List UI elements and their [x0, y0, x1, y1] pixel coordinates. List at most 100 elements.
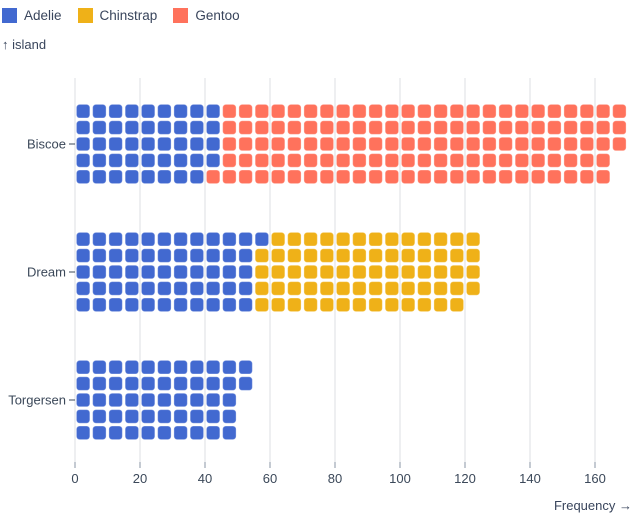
waffle-cell-torgersen-adelie	[140, 392, 156, 408]
waffle-cell-torgersen-adelie	[124, 376, 140, 391]
waffle-cell-dream-chinstrap	[465, 248, 481, 263]
waffle-cell-dream-adelie	[238, 297, 253, 313]
waffle-cell-biscoe-adelie	[92, 169, 107, 185]
waffle-cell-biscoe-adelie	[205, 120, 221, 135]
waffle-cell-dream-adelie	[173, 264, 188, 280]
waffle-cell-biscoe-gentoo	[449, 120, 465, 135]
waffle-cell-biscoe-adelie	[173, 103, 188, 119]
legend-item-adelie: Adelie	[2, 8, 62, 23]
waffle-cell-biscoe-gentoo	[254, 120, 270, 135]
waffle-cell-dream-adelie	[75, 297, 91, 313]
waffle-cell-torgersen-adelie	[173, 425, 188, 441]
waffle-cell-dream-chinstrap	[319, 281, 335, 296]
x-tick-label-120: 120	[454, 471, 476, 486]
waffle-cell-biscoe-gentoo	[254, 136, 270, 152]
legend-swatch-adelie	[2, 8, 17, 23]
waffle-cell-dream-chinstrap	[449, 264, 465, 280]
waffle-cell-biscoe-gentoo	[465, 103, 481, 119]
waffle-cell-dream-adelie	[238, 248, 253, 263]
waffle-cell-dream-chinstrap	[352, 281, 367, 296]
waffle-cell-dream-chinstrap	[384, 248, 400, 263]
waffle-cell-biscoe-adelie	[92, 103, 107, 119]
waffle-cell-dream-chinstrap	[433, 248, 448, 263]
waffle-cell-dream-adelie	[205, 264, 221, 280]
waffle-cell-dream-adelie	[75, 231, 91, 247]
legend-label-adelie: Adelie	[24, 8, 62, 23]
waffle-cell-dream-adelie	[205, 297, 221, 313]
waffle-cell-dream-chinstrap	[400, 281, 416, 296]
waffle-cell-torgersen-adelie	[75, 359, 91, 375]
waffle-cell-dream-adelie	[124, 264, 140, 280]
waffle-cell-biscoe-gentoo	[303, 103, 318, 119]
waffle-cell-dream-chinstrap	[254, 297, 270, 313]
waffle-cell-biscoe-gentoo	[433, 153, 448, 168]
waffle-cell-biscoe-adelie	[124, 136, 140, 152]
waffle-cell-dream-chinstrap	[270, 264, 286, 280]
waffle-cell-biscoe-gentoo	[238, 153, 253, 168]
waffle-cell-biscoe-gentoo	[303, 153, 318, 168]
waffle-cell-torgersen-adelie	[238, 359, 253, 375]
waffle-cell-dream-chinstrap	[254, 264, 270, 280]
waffle-cell-torgersen-adelie	[140, 425, 156, 441]
waffle-cell-biscoe-gentoo	[270, 103, 286, 119]
waffle-cell-biscoe-adelie	[173, 153, 188, 168]
waffle-cell-biscoe-adelie	[140, 103, 156, 119]
waffle-cell-torgersen-adelie	[108, 376, 123, 391]
waffle-cell-biscoe-gentoo	[319, 136, 335, 152]
waffle-cell-dream-adelie	[92, 297, 107, 313]
waffle-cell-biscoe-gentoo	[514, 169, 530, 185]
waffle-cell-biscoe-adelie	[205, 153, 221, 168]
waffle-cell-torgersen-adelie	[75, 392, 91, 408]
waffle-cell-biscoe-gentoo	[449, 153, 465, 168]
waffle-cell-dream-chinstrap	[254, 281, 270, 296]
waffle-cell-biscoe-gentoo	[352, 169, 367, 185]
waffle-cell-biscoe-adelie	[189, 103, 205, 119]
waffle-cell-dream-adelie	[205, 248, 221, 263]
waffle-cell-torgersen-adelie	[173, 376, 188, 391]
waffle-cell-torgersen-adelie	[108, 392, 123, 408]
waffle-cell-dream-chinstrap	[335, 248, 351, 263]
waffle-cell-dream-chinstrap	[270, 281, 286, 296]
waffle-cell-dream-adelie	[140, 264, 156, 280]
waffle-cell-dream-chinstrap	[287, 281, 302, 296]
waffle-cell-biscoe-gentoo	[384, 120, 400, 135]
waffle-cell-torgersen-adelie	[205, 392, 221, 408]
waffle-cell-torgersen-adelie	[222, 409, 237, 424]
waffle-cell-biscoe-adelie	[173, 120, 188, 135]
waffle-cell-dream-chinstrap	[433, 281, 448, 296]
waffle-cell-biscoe-gentoo	[319, 153, 335, 168]
waffle-cell-torgersen-adelie	[238, 376, 253, 391]
waffle-cell-dream-adelie	[189, 281, 205, 296]
waffle-cell-biscoe-gentoo	[238, 103, 253, 119]
waffle-cell-biscoe-gentoo	[465, 136, 481, 152]
waffle-cell-dream-chinstrap	[449, 297, 465, 313]
waffle-cell-biscoe-gentoo	[563, 136, 578, 152]
waffle-cell-dream-chinstrap	[384, 281, 400, 296]
waffle-cell-torgersen-adelie	[92, 359, 107, 375]
waffle-cell-biscoe-gentoo	[287, 103, 302, 119]
waffle-cell-torgersen-adelie	[222, 425, 237, 441]
x-tick-label-60: 60	[263, 471, 277, 486]
waffle-cell-torgersen-adelie	[157, 376, 172, 391]
waffle-cell-dream-adelie	[140, 297, 156, 313]
waffle-cell-dream-adelie	[222, 231, 237, 247]
waffle-cell-biscoe-gentoo	[465, 120, 481, 135]
waffle-cell-torgersen-adelie	[189, 359, 205, 375]
waffle-cell-dream-chinstrap	[417, 297, 432, 313]
waffle-cell-biscoe-gentoo	[319, 103, 335, 119]
waffle-cell-dream-adelie	[108, 231, 123, 247]
waffle-cell-dream-chinstrap	[303, 264, 318, 280]
waffle-cell-dream-adelie	[173, 281, 188, 296]
waffle-cell-dream-adelie	[173, 248, 188, 263]
waffle-cell-biscoe-adelie	[124, 153, 140, 168]
legend-swatch-gentoo	[173, 8, 189, 23]
waffle-cell-dream-chinstrap	[400, 231, 416, 247]
waffle-cell-biscoe-gentoo	[514, 136, 530, 152]
waffle-cell-biscoe-adelie	[189, 120, 205, 135]
waffle-cell-biscoe-gentoo	[595, 103, 611, 119]
waffle-cell-dream-chinstrap	[368, 281, 383, 296]
waffle-cell-torgersen-adelie	[75, 376, 91, 391]
waffle-cell-dream-chinstrap	[287, 297, 302, 313]
waffle-cell-biscoe-gentoo	[400, 103, 416, 119]
